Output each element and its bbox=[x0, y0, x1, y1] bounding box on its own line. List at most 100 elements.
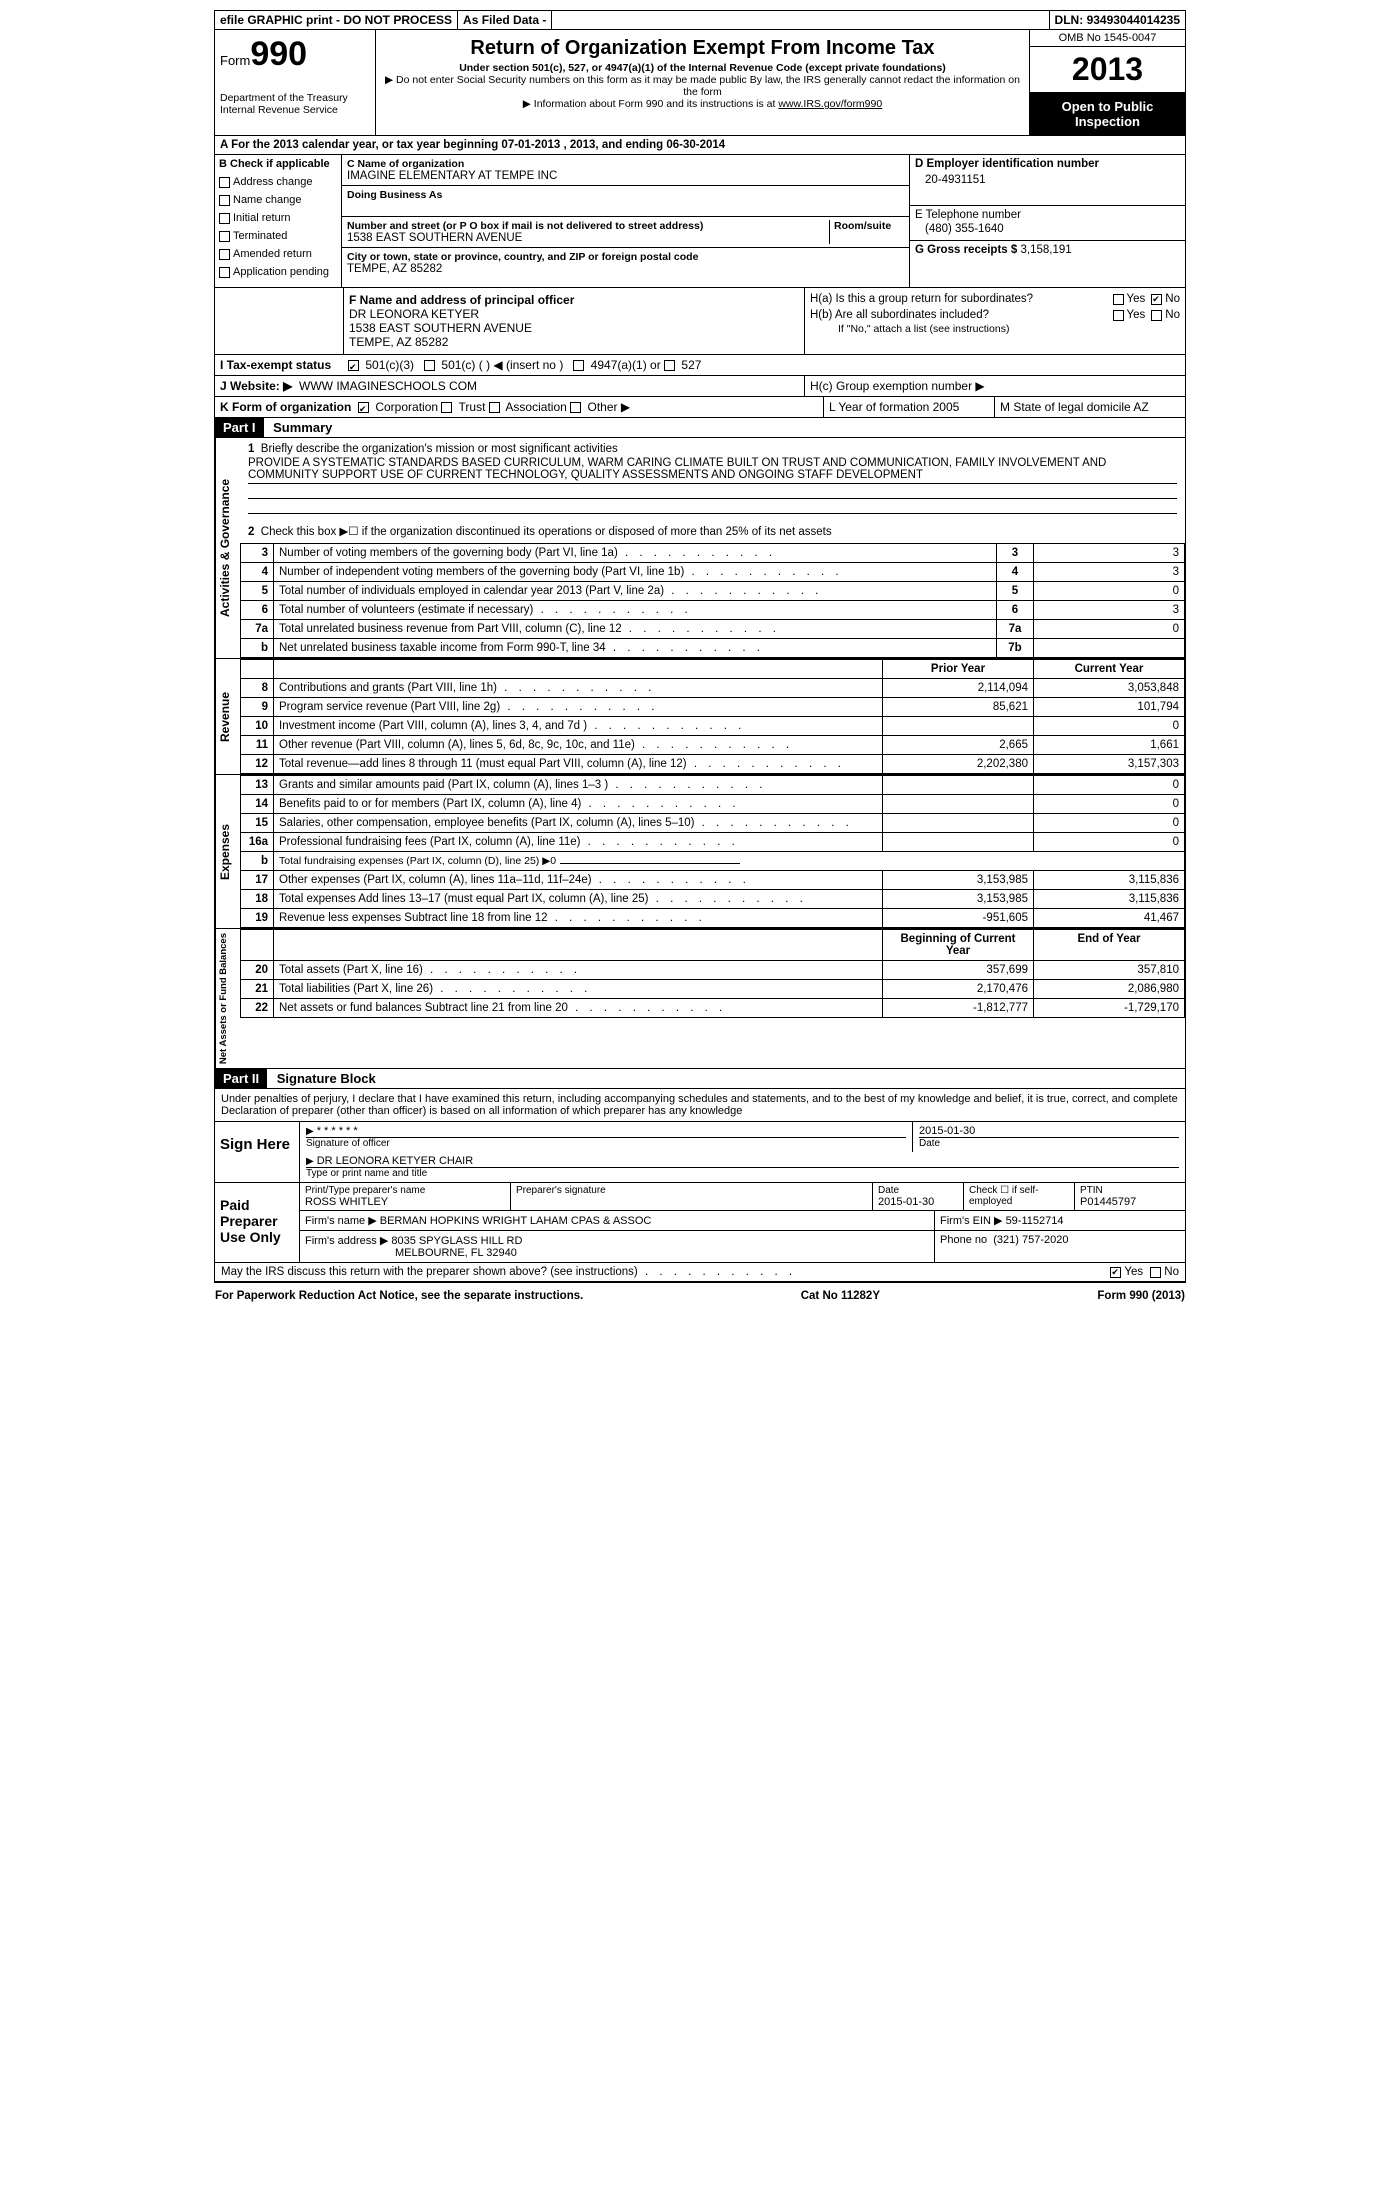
chk-ha-no[interactable] bbox=[1151, 294, 1162, 305]
org-name-cell: C Name of organization IMAGINE ELEMENTAR… bbox=[342, 155, 909, 186]
vert-label-expenses: Expenses bbox=[215, 775, 240, 928]
part-ii-badge: Part II bbox=[215, 1069, 267, 1088]
firm-phone: (321) 757-2020 bbox=[993, 1234, 1068, 1246]
form-word: Form bbox=[220, 53, 250, 68]
net-assets-table: Beginning of Current Year End of Year 20… bbox=[240, 929, 1185, 1018]
chk-app-pending[interactable]: Application pending bbox=[219, 266, 337, 278]
org-name: IMAGINE ELEMENTARY AT TEMPE INC bbox=[347, 170, 904, 182]
sign-here-block: Sign Here * * * * * * Signature of offic… bbox=[215, 1122, 1185, 1183]
table-row: 4Number of independent voting members of… bbox=[241, 563, 1185, 582]
table-row: 15Salaries, other compensation, employee… bbox=[241, 814, 1185, 833]
chk-hb-no[interactable] bbox=[1151, 310, 1162, 321]
expenses-section: Expenses 13Grants and similar amounts pa… bbox=[215, 775, 1185, 929]
open-public-badge: Open to PublicInspection bbox=[1030, 93, 1185, 135]
chk-name-change[interactable]: Name change bbox=[219, 194, 337, 206]
subtitle-3: ▶ Information about Form 990 and its ins… bbox=[381, 98, 1024, 110]
phone-value: (480) 355-1640 bbox=[915, 221, 1180, 237]
subtitle-2: ▶ Do not enter Social Security numbers o… bbox=[381, 74, 1024, 98]
phone-cell: E Telephone number (480) 355-1640 bbox=[910, 206, 1185, 241]
table-row: 6Total number of volunteers (estimate if… bbox=[241, 601, 1185, 620]
gross-receipts: 3,158,191 bbox=[1020, 244, 1071, 256]
irs-link[interactable]: www.IRS.gov/form990 bbox=[778, 98, 882, 110]
table-row: 17Other expenses (Part IX, column (A), l… bbox=[241, 871, 1185, 890]
chk-other[interactable] bbox=[570, 402, 581, 413]
mission-block: 1 Briefly describe the organization's mi… bbox=[240, 438, 1185, 543]
firm-addr1: 8035 SPYGLASS HILL RD bbox=[391, 1235, 522, 1247]
firm-addr2: MELBOURNE, FL 32940 bbox=[305, 1247, 929, 1259]
table-row: 11Other revenue (Part VIII, column (A), … bbox=[241, 736, 1185, 755]
header-mid: Return of Organization Exempt From Incom… bbox=[376, 30, 1030, 135]
chk-assoc[interactable] bbox=[489, 402, 500, 413]
officer-addr1: 1538 EAST SOUTHERN AVENUE bbox=[349, 321, 799, 335]
chk-discuss-no[interactable] bbox=[1150, 1267, 1161, 1278]
chk-corp[interactable] bbox=[358, 402, 369, 413]
footer-row: For Paperwork Reduction Act Notice, see … bbox=[210, 1287, 1190, 1305]
ein-value: 20-4931151 bbox=[915, 170, 1180, 190]
table-row: 14Benefits paid to or for members (Part … bbox=[241, 795, 1185, 814]
sig-date: 2015-01-30 bbox=[919, 1125, 1179, 1137]
activities-governance-section: Activities & Governance 1 Briefly descri… bbox=[215, 438, 1185, 659]
efile-notice: efile GRAPHIC print - DO NOT PROCESS bbox=[215, 11, 458, 29]
discuss-row: May the IRS discuss this return with the… bbox=[215, 1263, 1185, 1282]
footer-left: For Paperwork Reduction Act Notice, see … bbox=[215, 1290, 583, 1302]
officer-group-row: F Name and address of principal officer … bbox=[215, 288, 1185, 355]
footer-right: Form 990 (2013) bbox=[1097, 1290, 1185, 1302]
chk-501c3[interactable] bbox=[348, 360, 359, 371]
dln: DLN: 93493044014235 bbox=[1050, 11, 1185, 29]
dept-treasury: Department of the Treasury bbox=[220, 92, 370, 104]
address-cell: Number and street (or P O box if mail is… bbox=[342, 217, 909, 248]
chk-discuss-yes[interactable] bbox=[1110, 1267, 1121, 1278]
chk-hb-yes[interactable] bbox=[1113, 310, 1124, 321]
form-number: 990 bbox=[250, 35, 307, 73]
footer-mid: Cat No 11282Y bbox=[801, 1290, 880, 1302]
top-bar: efile GRAPHIC print - DO NOT PROCESS As … bbox=[215, 11, 1185, 30]
chk-527[interactable] bbox=[664, 360, 675, 371]
header-right: OMB No 1545-0047 2013 Open to PublicInsp… bbox=[1030, 30, 1185, 135]
paid-preparer-label: Paid Preparer Use Only bbox=[215, 1183, 300, 1262]
table-row: 9Program service revenue (Part VIII, lin… bbox=[241, 698, 1185, 717]
table-row: 16aProfessional fundraising fees (Part I… bbox=[241, 833, 1185, 852]
as-filed: As Filed Data - bbox=[458, 11, 552, 29]
chk-initial-return[interactable]: Initial return bbox=[219, 212, 337, 224]
self-employed-check[interactable]: Check ☐ if self-employed bbox=[964, 1183, 1075, 1210]
state-domicile: M State of legal domicile AZ bbox=[994, 397, 1185, 417]
revenue-section: Revenue Prior Year Current Year 8Contrib… bbox=[215, 659, 1185, 775]
chk-trust[interactable] bbox=[441, 402, 452, 413]
subtitle-1: Under section 501(c), 527, or 4947(a)(1)… bbox=[381, 62, 1024, 74]
governance-table: 3Number of voting members of the governi… bbox=[240, 543, 1185, 658]
table-row: 3Number of voting members of the governi… bbox=[241, 544, 1185, 563]
city-state-zip: TEMPE, AZ 85282 bbox=[347, 263, 904, 275]
chk-501c[interactable] bbox=[424, 360, 435, 371]
chk-address-change[interactable]: Address change bbox=[219, 176, 337, 188]
street-address: 1538 EAST SOUTHERN AVENUE bbox=[347, 232, 829, 244]
part-ii-title: Signature Block bbox=[271, 1069, 382, 1088]
chk-terminated[interactable]: Terminated bbox=[219, 230, 337, 242]
officer-addr2: TEMPE, AZ 85282 bbox=[349, 335, 799, 349]
tax-year: 2013 bbox=[1030, 47, 1185, 93]
table-row: 19Revenue less expenses Subtract line 18… bbox=[241, 909, 1185, 928]
column-b-checkboxes: B Check if applicable Address change Nam… bbox=[215, 155, 342, 287]
table-row: 18Total expenses Add lines 13–17 (must e… bbox=[241, 890, 1185, 909]
part-i-badge: Part I bbox=[215, 418, 264, 437]
form-990-container: efile GRAPHIC print - DO NOT PROCESS As … bbox=[214, 10, 1186, 1283]
section-a-tax-year: A For the 2013 calendar year, or tax yea… bbox=[215, 136, 1185, 155]
col-b-title: B Check if applicable bbox=[219, 158, 337, 170]
part-ii-header-row: Part II Signature Block bbox=[215, 1069, 1185, 1089]
table-row: 7aTotal unrelated business revenue from … bbox=[241, 620, 1185, 639]
vert-label-revenue: Revenue bbox=[215, 659, 240, 774]
revenue-table: Prior Year Current Year 8Contributions a… bbox=[240, 659, 1185, 774]
year-formation: L Year of formation 2005 bbox=[823, 397, 994, 417]
header-left: Form990 Department of the Treasury Inter… bbox=[215, 30, 376, 135]
chk-amended[interactable]: Amended return bbox=[219, 248, 337, 260]
table-row: bNet unrelated business taxable income f… bbox=[241, 639, 1185, 658]
officer-name: DR LEONORA KETYER bbox=[349, 307, 799, 321]
paid-preparer-block: Paid Preparer Use Only Print/Type prepar… bbox=[215, 1183, 1185, 1263]
expenses-table: 13Grants and similar amounts paid (Part … bbox=[240, 775, 1185, 928]
chk-4947[interactable] bbox=[573, 360, 584, 371]
perjury-declaration: Under penalties of perjury, I declare th… bbox=[215, 1089, 1185, 1122]
table-row: 21Total liabilities (Part X, line 26)2,1… bbox=[241, 980, 1185, 999]
tax-exempt-row: I Tax-exempt status 501(c)(3) 501(c) ( )… bbox=[215, 355, 1185, 376]
chk-ha-yes[interactable] bbox=[1113, 294, 1124, 305]
website-row: J Website: ▶ WWW IMAGINESCHOOLS COM H(c)… bbox=[215, 376, 1185, 397]
table-row: 8Contributions and grants (Part VIII, li… bbox=[241, 679, 1185, 698]
